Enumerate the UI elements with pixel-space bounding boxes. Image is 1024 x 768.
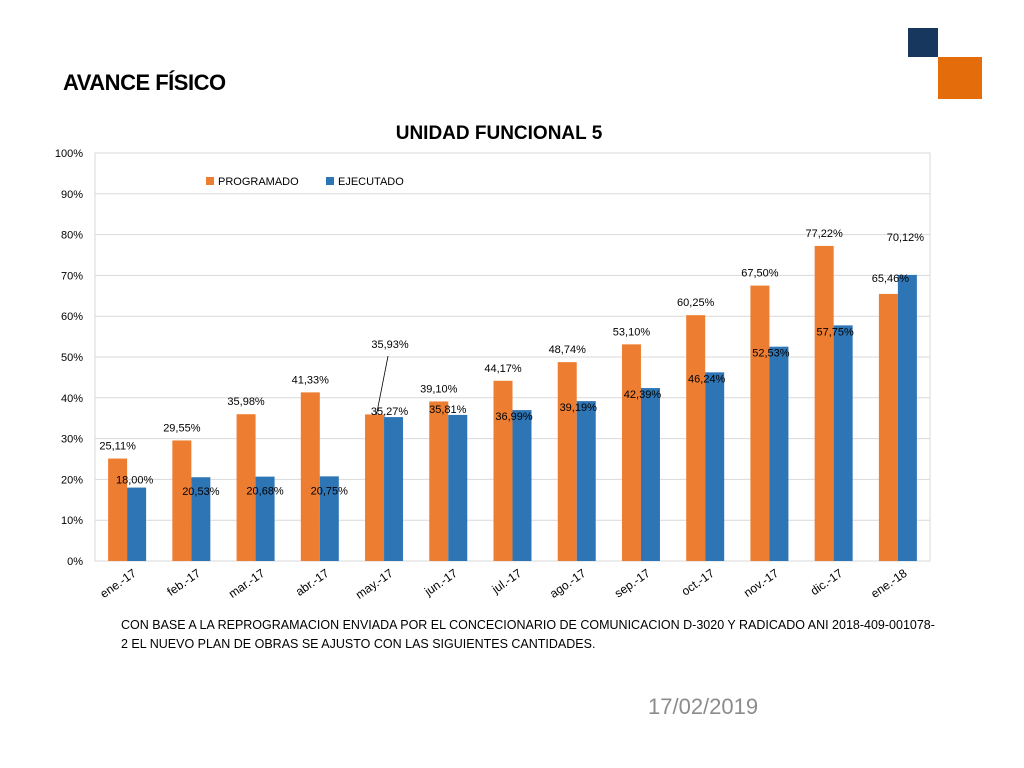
data-label-programado: 60,25%	[677, 297, 715, 309]
bar-ejecutado	[319, 476, 339, 561]
data-label-programado: 25,11%	[99, 441, 136, 453]
bar-ejecutado	[191, 477, 211, 561]
y-tick-label: 30%	[61, 434, 83, 446]
data-label-ejecutado: 57,75%	[816, 326, 854, 338]
bar-ejecutado	[255, 476, 275, 561]
bar-ejecutado	[705, 372, 725, 561]
data-label-programado: 35,93%	[371, 339, 409, 351]
bar-programado	[686, 315, 706, 561]
bar-programado	[365, 414, 385, 561]
y-tick-label: 70%	[61, 270, 83, 282]
bar-programado	[621, 344, 641, 561]
data-label-programado: 65,46%	[872, 273, 910, 285]
data-label-ejecutado: 20,68%	[246, 486, 284, 498]
legend-label-ejecutado: EJECUTADO	[338, 176, 404, 188]
x-tick-label: ago.-17	[547, 566, 589, 601]
data-label-programado: 67,50%	[741, 268, 779, 280]
data-label-ejecutado: 52,53%	[752, 348, 790, 360]
data-label-programado: 48,74%	[549, 344, 587, 356]
bar-programado	[300, 392, 320, 561]
data-label-ejecutado: 35,81%	[429, 404, 467, 416]
data-label-ejecutado: 35,27%	[371, 406, 409, 418]
y-tick-label: 90%	[61, 189, 83, 201]
bar-programado	[878, 293, 898, 561]
y-tick-label: 60%	[61, 311, 83, 323]
data-label-ejecutado: 20,75%	[311, 485, 349, 497]
x-tick-label: ene.-17	[97, 566, 139, 601]
y-tick-label: 40%	[61, 393, 83, 405]
bar-ejecutado	[769, 346, 789, 561]
bar-ejecutado	[512, 410, 532, 561]
bar-programado	[236, 414, 256, 561]
x-tick-label: may.-17	[353, 566, 396, 602]
bar-programado	[557, 362, 577, 561]
x-tick-label: sep.-17	[612, 566, 653, 601]
data-label-ejecutado: 46,24%	[688, 373, 726, 385]
x-tick-label: dic.-17	[808, 566, 846, 598]
note-text: CON BASE A LA REPROGRAMACION ENVIADA POR…	[121, 618, 935, 651]
x-tick-label: ene.-18	[868, 566, 910, 601]
legend-swatch-programado	[206, 177, 214, 185]
data-label-ejecutado: 42,39%	[624, 389, 662, 401]
bar-programado	[108, 458, 128, 561]
bar-programado	[493, 380, 513, 561]
data-label-programado: 77,22%	[805, 228, 843, 240]
leader-line	[376, 355, 389, 415]
bar-ejecutado	[384, 417, 404, 561]
y-tick-label: 100%	[55, 148, 83, 160]
data-label-programado: 29,55%	[163, 422, 201, 434]
x-tick-label: jul.-17	[489, 566, 525, 597]
decorative-navy-square	[908, 28, 938, 57]
data-label-programado: 41,33%	[292, 374, 330, 386]
x-tick-label: abr.-17	[293, 566, 332, 599]
y-tick-label: 10%	[61, 515, 83, 527]
bar-ejecutado	[576, 401, 596, 561]
data-label-ejecutado: 36,99%	[495, 411, 533, 423]
legend-swatch-ejecutado	[326, 177, 334, 185]
bar-programado	[750, 285, 770, 561]
y-tick-label: 0%	[67, 556, 83, 568]
x-tick-label: oct.-17	[679, 566, 717, 599]
date-footer: 17/02/2019	[648, 694, 759, 719]
data-label-programado: 53,10%	[613, 326, 651, 338]
bar-programado	[172, 440, 192, 561]
decorative-orange-square	[938, 57, 982, 99]
bar-ejecutado	[127, 487, 147, 561]
x-tick-label: jun.-17	[421, 566, 460, 599]
data-label-ejecutado: 18,00%	[116, 475, 154, 487]
bar-ejecutado	[640, 388, 660, 561]
bar-programado	[429, 401, 449, 561]
y-tick-label: 80%	[61, 230, 83, 242]
bar-ejecutado	[833, 325, 853, 561]
x-tick-label: feb.-17	[164, 566, 203, 599]
bar-programado	[814, 245, 834, 562]
bar-chart: UNIDAD FUNCIONAL 5 0% 10% 20% 30% 40% 50% 60% 7…	[55, 123, 931, 602]
data-label-programado: 39,10%	[420, 383, 458, 395]
data-label-ejecutado: 39,19%	[560, 402, 598, 414]
y-tick-label: 50%	[61, 352, 83, 364]
x-tick-label: nov.-17	[741, 566, 781, 600]
data-label-programado: 44,17%	[484, 363, 522, 375]
legend-label-programado: PROGRAMADO	[218, 176, 299, 188]
x-tick-label: mar.-17	[226, 566, 268, 601]
data-label-ejecutado: 20,53%	[182, 486, 220, 498]
page-title: AVANCE FÍSICO	[63, 70, 226, 95]
y-tick-label: 20%	[61, 474, 83, 486]
bar-ejecutado	[448, 414, 468, 561]
data-label-programado: 35,98%	[227, 396, 265, 408]
chart-title: UNIDAD FUNCIONAL 5	[396, 123, 603, 144]
data-label-ejecutado: 70,12%	[887, 232, 925, 244]
bar-ejecutado	[897, 274, 917, 561]
